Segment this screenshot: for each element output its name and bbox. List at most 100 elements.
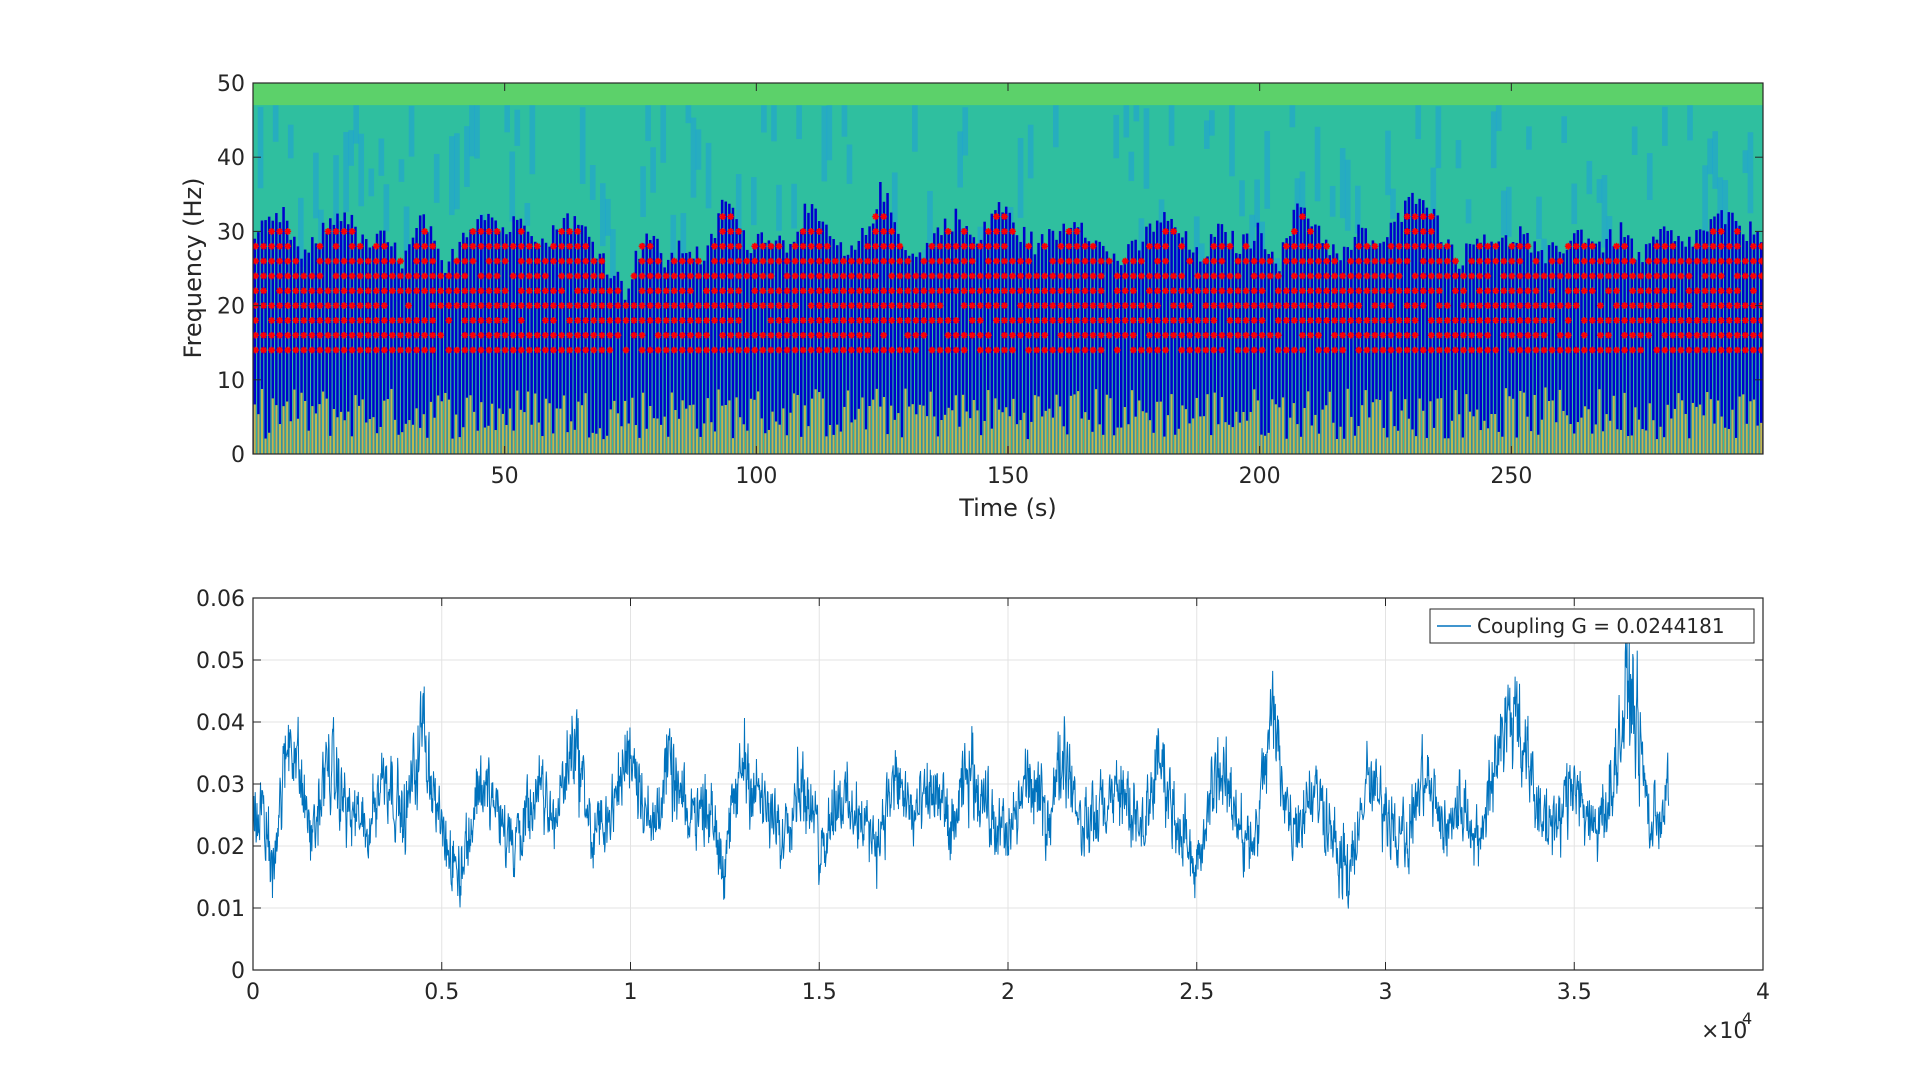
peak-marker xyxy=(654,302,662,309)
peak-marker xyxy=(1435,287,1443,295)
peak-marker xyxy=(646,272,654,280)
peak-marker xyxy=(542,302,549,309)
spectrogram-low-band-cell xyxy=(656,418,659,454)
spectrogram-energy-column xyxy=(1644,244,1648,454)
peak-marker xyxy=(654,331,662,339)
spectrogram-energy-column xyxy=(426,232,429,454)
spectrogram-energy-column xyxy=(314,243,318,454)
peak-marker xyxy=(1387,346,1395,354)
spectrogram-texture-cell xyxy=(1561,116,1567,143)
peak-marker xyxy=(284,228,292,235)
spectrogram-low-band-cell xyxy=(1609,420,1612,454)
coupling-panel: 0 0.5 1 1.5 2 2.5 3 3.5 4 00.010.020.030.040.050… xyxy=(196,587,1770,1044)
peak-marker xyxy=(807,302,815,309)
peak-marker xyxy=(1073,331,1081,339)
peak-marker xyxy=(550,317,557,324)
peak-marker xyxy=(1097,331,1105,339)
peak-marker xyxy=(1637,302,1645,309)
peak-marker xyxy=(1403,257,1411,265)
peak-marker xyxy=(469,287,477,295)
spectrogram-energy-column xyxy=(1594,243,1598,454)
peak-marker xyxy=(823,257,831,265)
peak-marker xyxy=(928,346,936,354)
peak-marker xyxy=(1460,346,1467,354)
spectrogram-texture-cell xyxy=(1717,177,1724,225)
peak-marker xyxy=(823,331,831,339)
spectrogram-low-band-cell xyxy=(1443,438,1446,454)
legend: Coupling G = 0.0244181 xyxy=(1429,608,1755,644)
spectrogram-low-band-cell xyxy=(944,414,947,454)
peak-marker xyxy=(1750,317,1757,324)
peak-marker xyxy=(253,242,259,250)
spectrogram-texture-cell xyxy=(1173,250,1180,278)
peak-marker xyxy=(711,317,718,324)
spectrogram-energy-column xyxy=(1626,235,1630,454)
peak-marker xyxy=(952,242,960,250)
peak-marker xyxy=(493,287,501,295)
peak-marker xyxy=(1146,317,1153,324)
peak-marker xyxy=(1427,257,1435,265)
spectrogram-low-band-cell xyxy=(1461,437,1464,454)
peak-marker xyxy=(1556,272,1564,280)
peak-marker xyxy=(1299,346,1306,354)
peak-marker xyxy=(1733,346,1741,354)
peak-marker xyxy=(469,331,477,339)
peak-marker xyxy=(686,331,694,339)
spectrogram-low-band-cell xyxy=(1627,436,1630,454)
peak-marker xyxy=(888,257,896,265)
peak-marker xyxy=(1146,287,1153,295)
spectrogram-low-band-cell xyxy=(1702,415,1705,454)
peak-marker xyxy=(1073,287,1081,295)
peak-marker xyxy=(751,302,759,309)
spectrogram-texture-cell xyxy=(605,198,611,236)
peak-marker xyxy=(1290,242,1298,250)
spectrogram-low-band-cell xyxy=(1749,401,1752,454)
peak-marker xyxy=(284,257,292,265)
peak-marker xyxy=(1717,287,1725,295)
spectrogram-texture-cell xyxy=(1586,160,1593,195)
peak-marker xyxy=(1178,272,1186,280)
peak-marker xyxy=(1081,302,1089,309)
spectrogram-texture-cell xyxy=(600,183,606,247)
spectrogram-low-band-cell xyxy=(588,437,591,454)
peak-marker xyxy=(872,287,880,295)
peak-marker xyxy=(646,242,654,250)
spectrogram-low-band-cell xyxy=(476,430,479,454)
spectrogram-low-band-cell xyxy=(627,423,630,454)
spectrogram-texture-cell xyxy=(449,136,455,216)
spectrogram-low-band-cell xyxy=(1220,397,1223,454)
peak-marker xyxy=(711,272,718,280)
spectrogram-texture-cell xyxy=(1702,165,1708,241)
peak-marker xyxy=(1371,287,1379,295)
x-exponent-base: ×10 xyxy=(1701,1019,1747,1044)
peak-marker xyxy=(880,257,888,265)
peak-marker xyxy=(960,302,968,309)
spectrogram-low-band-cell xyxy=(397,434,400,454)
peak-marker xyxy=(453,272,461,280)
spectrogram-low-band-cell xyxy=(1670,418,1673,454)
peak-marker xyxy=(1709,346,1717,354)
peak-marker xyxy=(1717,346,1725,354)
peak-marker xyxy=(727,302,735,309)
spectrogram-low-band-cell xyxy=(1594,424,1597,454)
peak-marker xyxy=(606,302,614,309)
peak-marker xyxy=(1081,317,1089,324)
peak-marker xyxy=(831,272,839,280)
peak-marker xyxy=(1154,242,1161,250)
spectrogram-low-band-cell xyxy=(1666,404,1669,454)
peak-marker xyxy=(791,257,799,265)
spectrogram-low-band-cell xyxy=(649,405,652,454)
peak-marker xyxy=(1452,346,1459,354)
peak-marker xyxy=(1476,257,1484,265)
peak-marker xyxy=(1307,242,1314,250)
peak-marker xyxy=(904,331,912,339)
spectrogram-texture-cell xyxy=(454,133,460,210)
spectrogram-energy-column xyxy=(1637,251,1641,454)
peak-marker xyxy=(1282,317,1290,324)
peak-marker xyxy=(1089,287,1097,295)
peak-marker xyxy=(686,317,694,324)
peak-marker xyxy=(678,257,686,265)
peak-marker xyxy=(566,346,573,354)
peak-marker xyxy=(300,331,308,339)
spectrogram-energy-column xyxy=(631,279,634,454)
